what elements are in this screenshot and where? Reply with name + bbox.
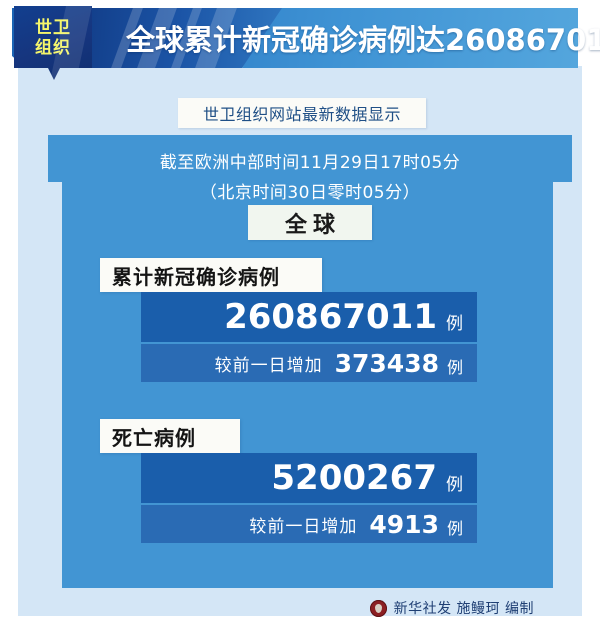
page-title: 全球累计新冠确诊病例达260867011例 (126, 23, 600, 57)
confirmed-delta-value: 373438 (334, 348, 439, 378)
panel-upper-block (48, 135, 572, 182)
date-line-beijing: （北京时间30日零时05分） (199, 183, 421, 203)
deaths-total-unit: 例 (446, 474, 463, 495)
deaths-delta-unit: 例 (446, 519, 463, 538)
footer-credit: 新华社发 施鳗珂 编制 (0, 595, 600, 621)
deaths-total-bar: 5200267 例 (141, 453, 477, 503)
bottom-margin (0, 616, 600, 629)
section-label-deaths: 死亡病例 (100, 419, 240, 453)
deaths-total-value: 5200267 (271, 458, 437, 498)
badge-label-line1: 世卫 (35, 18, 71, 38)
xinhua-logo-icon (369, 599, 387, 617)
section-label-confirmed: 累计新冠确诊病例 (100, 258, 322, 292)
confirmed-total-unit: 例 (446, 313, 463, 334)
deaths-delta-value: 4913 (369, 509, 439, 539)
left-margin (0, 66, 18, 629)
date-line-cet: 截至欧洲中部时间11月29日17时05分 (159, 153, 461, 173)
confirmed-delta-unit: 例 (446, 358, 463, 377)
source-caption-box: 世卫组织网站最新数据显示 (178, 98, 426, 128)
confirmed-delta-bar: 较前一日增加 373438 例 (141, 344, 477, 382)
deaths-delta-bar: 较前一日增加 4913 例 (141, 505, 477, 543)
header-banner: 全球累计新冠确诊病例达260867011例 世卫 组织 (0, 0, 600, 80)
footer-credit-text: 新华社发 施鳗珂 编制 (393, 601, 534, 617)
deaths-delta-label: 较前一日增加 (249, 516, 358, 537)
badge-label-line2: 组织 (35, 38, 71, 58)
right-margin (582, 66, 600, 629)
confirmed-delta-label: 较前一日增加 (214, 355, 323, 376)
confirmed-total-value: 260867011 (224, 297, 437, 337)
scope-label-box: 全球 (248, 205, 372, 240)
xinhua-emblem-shape (374, 603, 382, 613)
confirmed-total-bar: 260867011 例 (141, 292, 477, 342)
who-organization-badge: 世卫 组织 (14, 6, 92, 80)
